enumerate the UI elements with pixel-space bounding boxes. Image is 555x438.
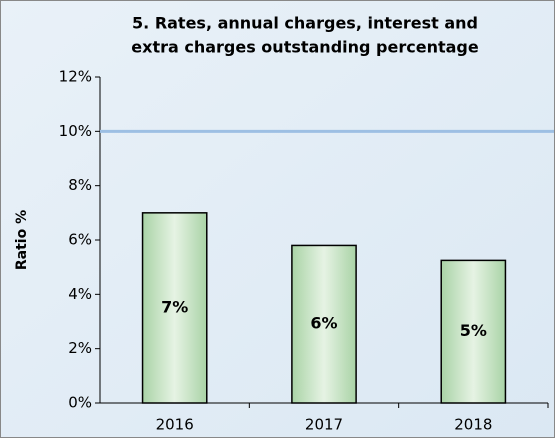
y-tick-label: 10% bbox=[59, 122, 92, 140]
bar bbox=[141, 212, 208, 404]
value-label: 5% bbox=[460, 321, 487, 340]
value-label: 6% bbox=[310, 314, 337, 333]
x-tick-label: 2016 bbox=[156, 416, 194, 434]
y-tick-label: 12% bbox=[59, 68, 92, 86]
bar bbox=[440, 259, 507, 404]
y-tick-label: 6% bbox=[68, 231, 92, 249]
chart-title: extra charges outstanding percentage bbox=[131, 38, 479, 57]
x-tick-label: 2018 bbox=[454, 416, 492, 434]
y-tick-label: 8% bbox=[68, 176, 92, 194]
y-tick-label: 2% bbox=[68, 339, 92, 357]
value-label: 7% bbox=[161, 297, 188, 316]
y-tick-label: 0% bbox=[68, 394, 92, 412]
y-tick-label: 4% bbox=[68, 285, 92, 303]
bar bbox=[291, 244, 357, 404]
y-axis-label: Ratio % bbox=[14, 210, 30, 270]
x-tick-label: 2017 bbox=[305, 416, 343, 434]
chart-title: 5. Rates, annual charges, interest and bbox=[132, 14, 478, 33]
